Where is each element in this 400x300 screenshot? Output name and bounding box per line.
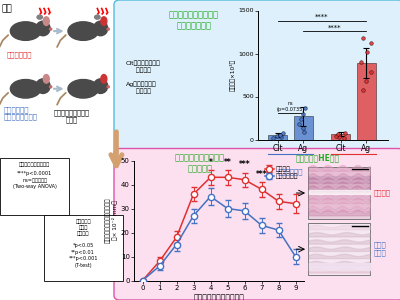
Text: ストレス負荷: ストレス負荷: [6, 51, 32, 58]
Point: [368, 41, 374, 46]
Y-axis label: 細胞数（×10³）: 細胞数（×10³）: [230, 59, 236, 91]
Ellipse shape: [36, 79, 50, 93]
Ellipse shape: [37, 15, 42, 19]
FancyBboxPatch shape: [44, 214, 123, 280]
Ellipse shape: [43, 17, 49, 26]
Point: [280, 131, 286, 136]
Bar: [294, 116, 313, 140]
Ellipse shape: [10, 22, 41, 40]
Text: ***: ***: [239, 160, 250, 169]
Ellipse shape: [101, 17, 107, 26]
Point: [335, 132, 342, 137]
Text: ***: ***: [256, 169, 267, 178]
Ellipse shape: [68, 80, 98, 98]
Ellipse shape: [50, 28, 52, 30]
Ellipse shape: [107, 86, 109, 88]
FancyBboxPatch shape: [308, 224, 370, 275]
Ellipse shape: [107, 28, 109, 30]
Text: 皮膚の腫れ
データ
（右下）: 皮膚の腫れ データ （右下）: [75, 219, 91, 236]
Point: [277, 132, 283, 137]
Bar: [357, 63, 376, 140]
Ellipse shape: [95, 15, 100, 19]
Text: ストレス: ストレス: [345, 169, 362, 175]
Point: [295, 122, 302, 126]
Point: [270, 136, 276, 141]
Point: [302, 105, 308, 110]
FancyBboxPatch shape: [0, 158, 69, 214]
Point: [298, 116, 304, 121]
Ellipse shape: [94, 21, 108, 36]
Point: [358, 60, 364, 64]
Text: *: *: [208, 158, 212, 166]
Text: ns
(p=0.0735): ns (p=0.0735): [276, 101, 304, 112]
Legend: ストレス, コントロール: ストレス, コントロール: [262, 164, 301, 182]
Point: [342, 130, 348, 135]
Text: アレルギー皮膚組織に
集まる好酸球数: アレルギー皮膚組織に 集まる好酸球数: [169, 11, 219, 31]
Text: 炎症皮膚のHE染色: 炎症皮膚のHE染色: [296, 153, 340, 162]
Point: [364, 50, 371, 54]
Point: [300, 111, 306, 116]
Text: ストレス: ストレス: [374, 189, 390, 196]
FancyBboxPatch shape: [308, 167, 370, 219]
Ellipse shape: [10, 80, 41, 98]
Text: 耳に皮膚アレルギー
を誘導: 耳に皮膚アレルギー を誘導: [54, 109, 90, 123]
Text: **: **: [224, 158, 231, 166]
Point: [274, 134, 280, 139]
Point: [363, 79, 369, 83]
Ellipse shape: [50, 86, 52, 88]
X-axis label: アレルゲン投与後の日数: アレルゲン投与後の日数: [194, 293, 244, 300]
Text: ストレスなし
（コントロール）: ストレスなし （コントロール）: [4, 106, 38, 120]
Ellipse shape: [68, 22, 98, 40]
Ellipse shape: [101, 74, 107, 83]
Ellipse shape: [43, 74, 49, 83]
Text: コントロール: コントロール: [278, 169, 303, 175]
Text: ****p<0.0001
ns=有意差なし
(Two-way ANOVA): ****p<0.0001 ns=有意差なし (Two-way ANOVA): [13, 171, 56, 189]
Point: [278, 135, 284, 140]
Point: [300, 129, 307, 134]
Bar: [331, 134, 350, 140]
Text: アレルギー炎症による
皮膚の腫れ: アレルギー炎症による 皮膚の腫れ: [175, 153, 225, 173]
Point: [341, 136, 347, 141]
Point: [336, 135, 343, 140]
Point: [360, 87, 366, 92]
Text: ****: ****: [315, 14, 329, 20]
Text: Clt：非アレルギー
     誘導組織

Ag：アレルギー
     誘導組織: Clt：非アレルギー 誘導組織 Ag：アレルギー 誘導組織: [126, 60, 161, 94]
Text: コント
ロール: コント ロール: [374, 241, 386, 256]
Bar: [268, 135, 287, 140]
Ellipse shape: [94, 79, 108, 93]
Point: [368, 70, 374, 75]
Y-axis label: 炎症皮膚（耳）の腫れの程度
（× 10⁻² mm）: 炎症皮膚（耳）の腫れの程度 （× 10⁻² mm）: [105, 198, 118, 243]
Ellipse shape: [36, 21, 50, 36]
Point: [360, 36, 366, 40]
Point: [300, 126, 306, 131]
Text: 細胞数データ（右上）: 細胞数データ（右上）: [19, 162, 50, 167]
Text: *p<0.05
**p<0.01
***p<0.001
(T-test): *p<0.05 **p<0.01 ***p<0.001 (T-test): [68, 243, 98, 268]
Text: ****: ****: [328, 24, 342, 30]
Point: [333, 133, 339, 138]
Text: 図１: 図１: [2, 4, 13, 14]
